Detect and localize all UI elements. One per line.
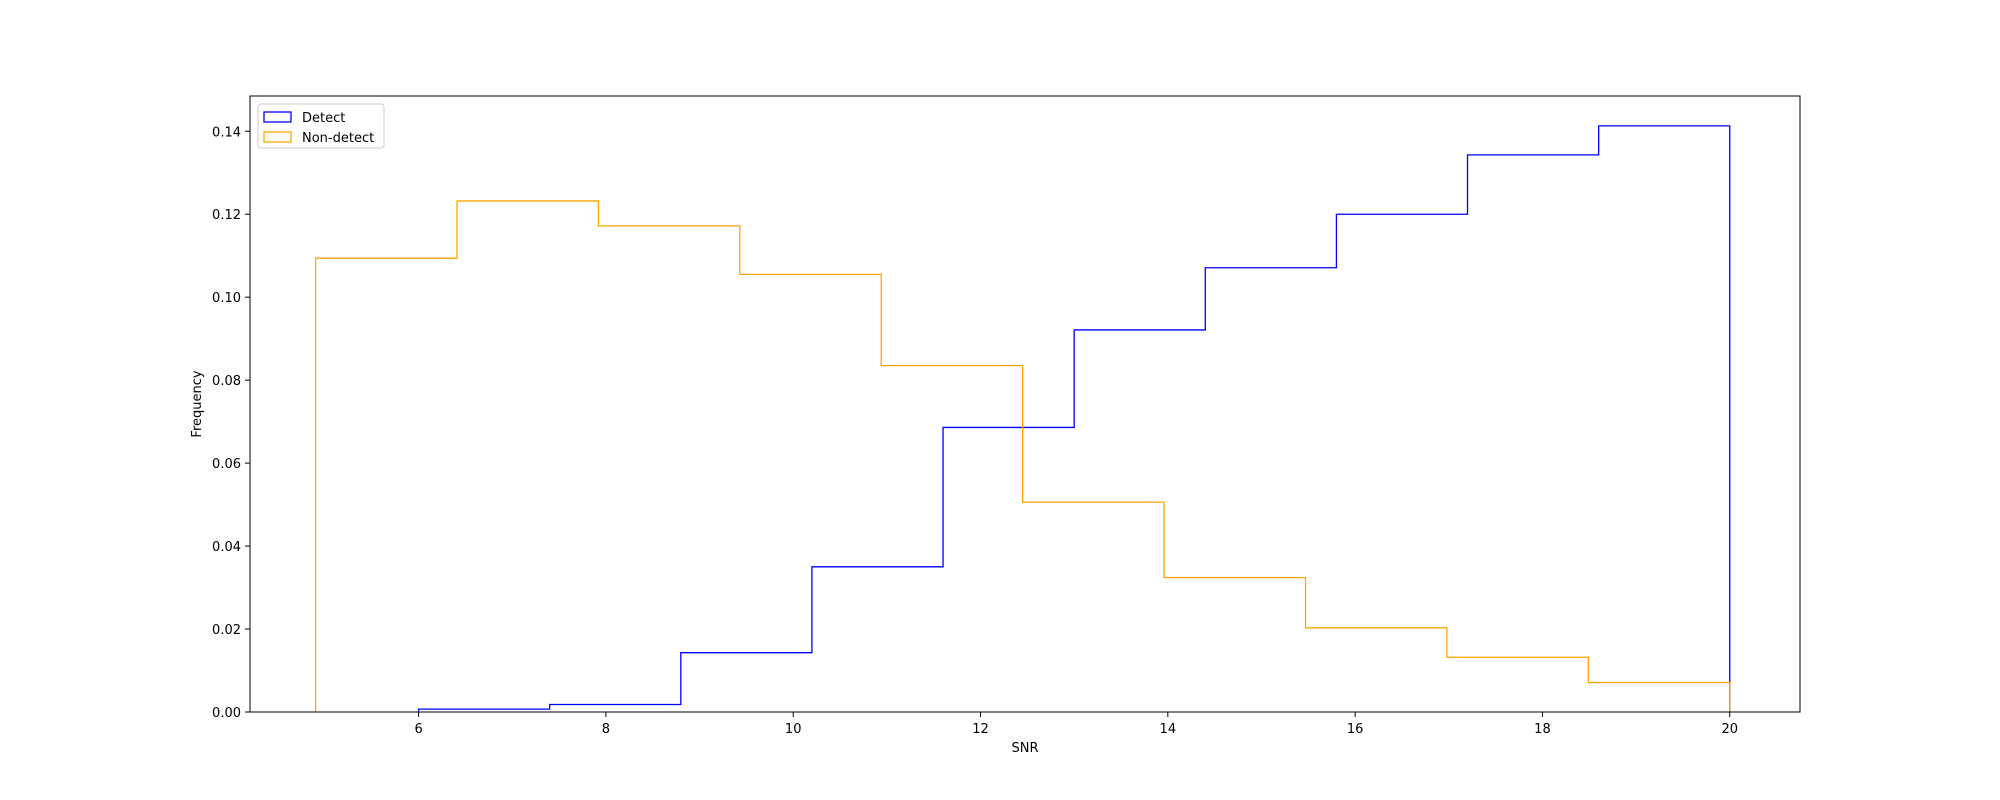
x-axis-label: SNR (1011, 741, 1038, 756)
x-tick-label: 10 (785, 722, 802, 737)
legend-swatch (263, 131, 292, 143)
y-tick-label: 0.02 (212, 623, 241, 638)
plot-area (314, 125, 1731, 712)
x-tick-label: 6 (414, 722, 422, 737)
series-detect-step (417, 125, 1731, 712)
y-tick-label: 0.08 (212, 374, 241, 389)
y-tick-label: 0.00 (212, 706, 241, 721)
x-tick-label: 8 (602, 722, 610, 737)
y-tick-label: 0.14 (212, 125, 241, 140)
legend-label: Non-detect (302, 131, 374, 146)
y-tick-label: 0.10 (212, 291, 241, 306)
x-axis: 6 8 10 12 14 16 18 20 (414, 712, 1738, 737)
axes-frame (249, 95, 1801, 713)
y-tick-label: 0.12 (212, 208, 241, 223)
y-axis-label: Frequency (190, 370, 205, 437)
legend-label: Detect (302, 111, 345, 126)
x-tick-label: 18 (1534, 722, 1551, 737)
legend-box (257, 103, 385, 149)
legend: Detect Non-detect (257, 103, 385, 149)
y-tick-label: 0.04 (212, 540, 241, 555)
y-tick-label: 0.06 (212, 457, 241, 472)
x-tick-label: 12 (972, 722, 989, 737)
series-non-detect-step (314, 200, 1731, 712)
x-tick-label: 16 (1347, 722, 1364, 737)
legend-swatch (263, 111, 292, 123)
x-tick-label: 14 (1160, 722, 1177, 737)
x-tick-label: 20 (1721, 722, 1738, 737)
y-axis: 0.00 0.02 0.04 0.06 0.08 0.10 0.12 0.14 (212, 125, 250, 721)
